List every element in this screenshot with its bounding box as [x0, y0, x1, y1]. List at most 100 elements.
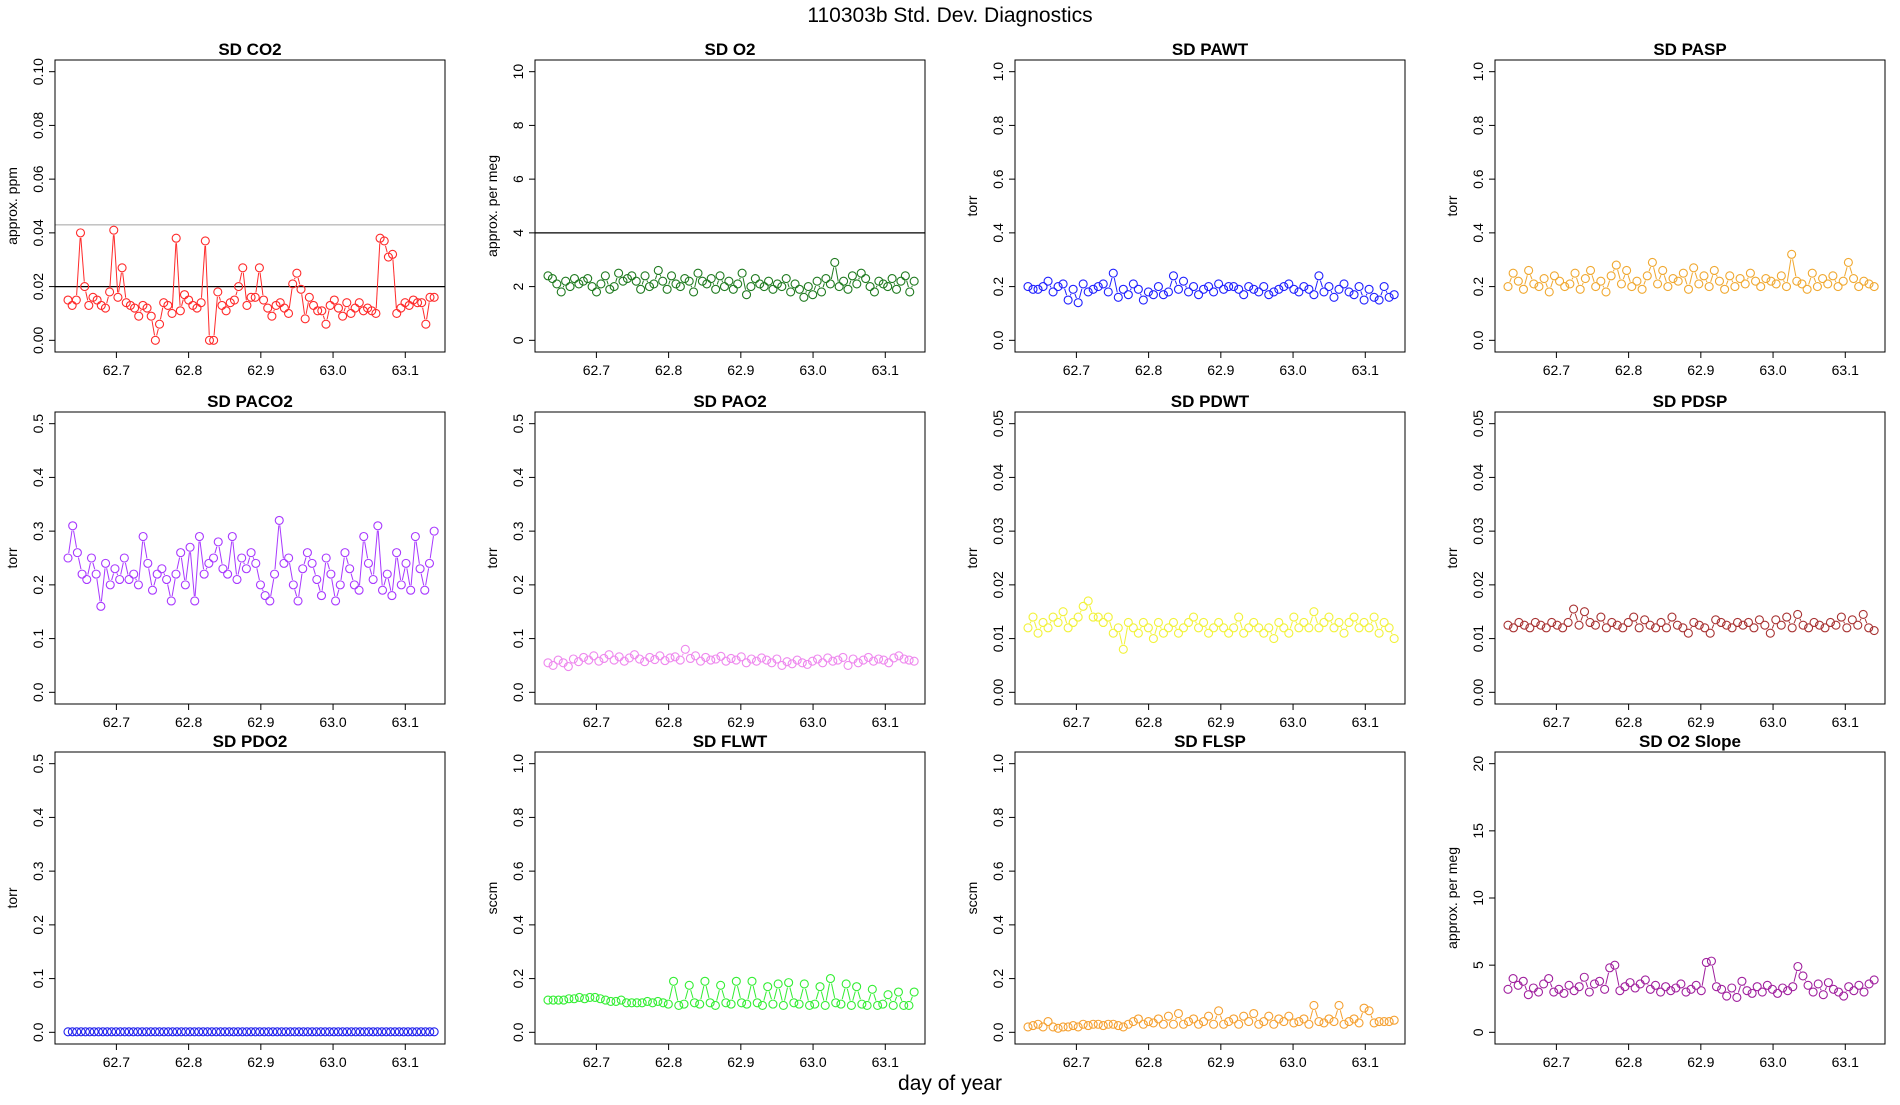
data-point	[725, 277, 733, 285]
data-point	[1794, 610, 1802, 618]
series-segment	[853, 991, 856, 1000]
data-point	[1340, 280, 1348, 288]
data-point	[374, 522, 382, 530]
series-segment	[1669, 622, 1670, 624]
series-segment	[1618, 270, 1621, 279]
data-point	[1504, 283, 1512, 291]
x-tick-label: 63.1	[392, 1054, 419, 1070]
series-segment	[1706, 280, 1707, 282]
data-point	[1049, 1023, 1057, 1031]
data-point	[1789, 983, 1797, 991]
x-tick-label: 63.1	[392, 714, 419, 730]
data-point	[1774, 989, 1782, 997]
data-point	[1813, 283, 1821, 291]
data-point	[1731, 283, 1739, 291]
data-point	[1119, 645, 1127, 653]
panel-title: SD CO2	[218, 40, 281, 59]
data-point	[1525, 266, 1533, 274]
data-point	[1585, 988, 1593, 996]
data-point	[1164, 1012, 1172, 1020]
data-point	[1799, 972, 1807, 980]
y-tick-label: 0.4	[30, 807, 46, 827]
data-point	[1631, 984, 1639, 992]
y-tick-label: 6	[510, 175, 526, 183]
data-point	[806, 1001, 814, 1009]
panel-title: SD O2 Slope	[1639, 732, 1741, 751]
series-segment	[737, 986, 740, 998]
series-segment	[384, 579, 386, 586]
y-tick-label: 0.2	[30, 575, 46, 595]
data-point	[332, 597, 340, 605]
series-segment	[1845, 267, 1848, 276]
y-tick-label: 2	[510, 282, 526, 290]
data-point	[1514, 981, 1522, 989]
x-tick-label: 63.0	[799, 362, 826, 378]
series-segment	[1587, 616, 1588, 618]
series-segment	[1738, 986, 1740, 993]
series-segment	[74, 531, 77, 548]
data-point	[1154, 1015, 1162, 1023]
data-point	[393, 309, 401, 317]
x-tick-label: 62.7	[1543, 1054, 1570, 1070]
data-point	[1210, 624, 1218, 632]
data-point	[1710, 266, 1718, 274]
x-tick-label: 62.8	[175, 1054, 202, 1070]
data-point	[1240, 291, 1248, 299]
y-tick-label: 5	[1470, 961, 1486, 969]
x-tick-label: 62.9	[247, 714, 274, 730]
series-segment	[123, 273, 126, 298]
series-segment	[816, 991, 818, 999]
series-segment	[1181, 1018, 1182, 1020]
panel-title: SD PACO2	[207, 392, 293, 411]
y-tick-label: 0.0	[990, 330, 1006, 350]
series-segment	[1510, 278, 1512, 282]
x-tick-label: 62.9	[1687, 1054, 1714, 1070]
data-point	[266, 597, 274, 605]
data-point	[1385, 624, 1393, 632]
y-tick-label: 0.5	[30, 754, 46, 774]
data-point	[421, 586, 429, 594]
data-point	[1310, 291, 1318, 299]
data-point	[663, 285, 671, 293]
series-segment	[1356, 622, 1357, 624]
series-segment	[1814, 278, 1816, 282]
data-point	[76, 229, 84, 237]
data-point	[1576, 285, 1584, 293]
data-point	[557, 288, 565, 296]
y-tick-label: 0.5	[30, 414, 46, 434]
data-point	[197, 299, 205, 307]
x-tick-label: 62.7	[1063, 1054, 1090, 1070]
y-tick-label: 0.10	[30, 58, 46, 85]
data-point	[1149, 1019, 1157, 1027]
series-segment	[1664, 275, 1666, 282]
x-tick-label: 62.9	[247, 1054, 274, 1070]
data-point	[1753, 983, 1761, 991]
data-point	[1335, 1001, 1343, 1009]
series-segment	[206, 568, 207, 570]
series-segment	[86, 291, 88, 300]
data-point	[910, 277, 918, 285]
series-segment	[800, 989, 803, 999]
series-segment	[125, 563, 128, 575]
series-segment	[1386, 291, 1387, 293]
data-point	[722, 999, 730, 1007]
series-segment	[1215, 1016, 1217, 1020]
x-tick-label: 63.1	[1352, 1054, 1379, 1070]
data-point	[330, 296, 338, 304]
data-point	[97, 602, 105, 610]
data-point	[411, 533, 419, 541]
series-segment	[149, 568, 152, 585]
data-point	[664, 1000, 672, 1008]
data-point	[910, 988, 918, 996]
data-point	[779, 1001, 787, 1009]
panel-title: SD FLWT	[693, 732, 768, 751]
data-point	[748, 977, 756, 985]
series-segment	[748, 986, 751, 999]
data-point	[239, 264, 247, 272]
data-point	[905, 1001, 913, 1009]
data-point	[1190, 283, 1198, 291]
series-segment	[346, 557, 348, 564]
data-point	[1783, 613, 1791, 621]
plot-frame	[55, 752, 445, 1044]
